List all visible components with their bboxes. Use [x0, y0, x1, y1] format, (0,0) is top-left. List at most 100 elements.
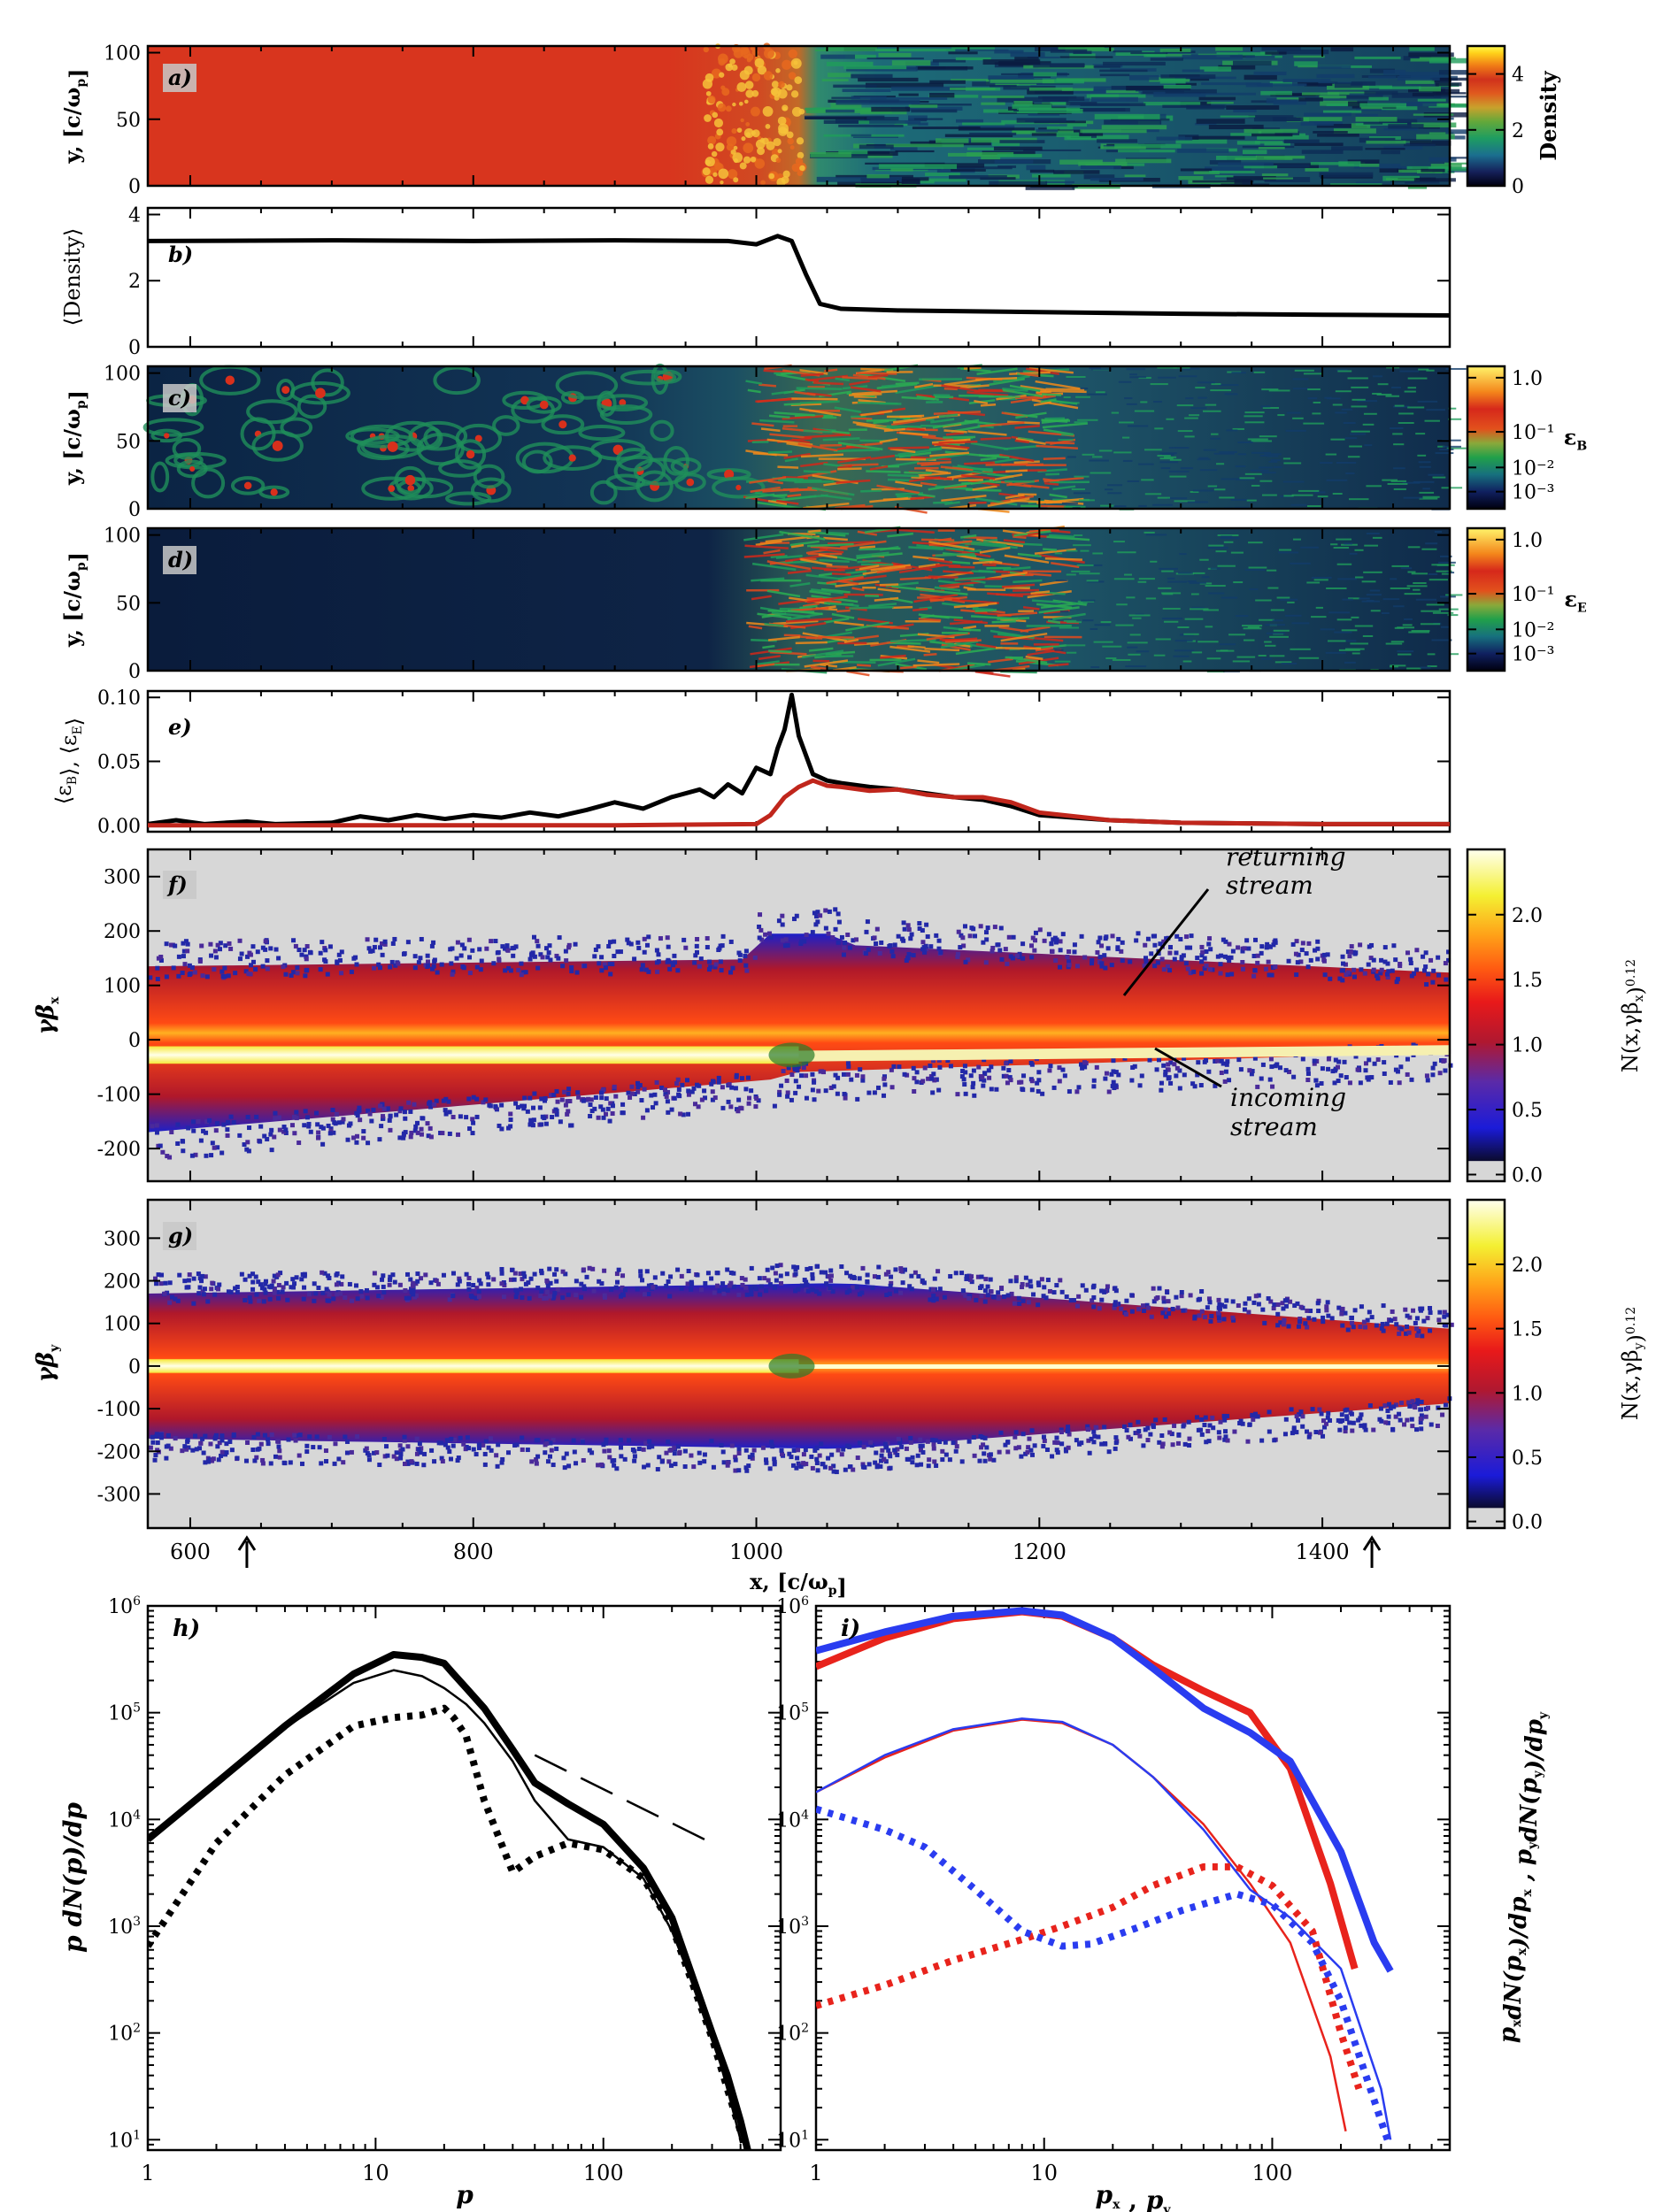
particle-speckle — [488, 1103, 493, 1109]
density-clump — [725, 105, 732, 112]
density-filament — [1029, 169, 1055, 173]
particle-speckle — [1075, 1303, 1081, 1309]
density-filament — [1012, 104, 1052, 109]
epsilon-wave — [1397, 650, 1414, 653]
particle-speckle — [743, 1285, 749, 1290]
particle-speckle — [268, 1132, 273, 1137]
particle-speckle — [877, 950, 882, 956]
particle-speckle — [199, 943, 204, 949]
particle-speckle — [793, 1079, 798, 1084]
particle-speckle — [1371, 967, 1376, 972]
epsilon-filament — [823, 568, 845, 572]
particle-speckle — [1081, 1064, 1086, 1070]
epsilon-filament — [791, 438, 811, 444]
particle-speckle — [979, 1294, 984, 1299]
particle-speckle — [985, 1284, 990, 1289]
particle-speckle — [1378, 1406, 1383, 1411]
particle-speckle — [413, 1124, 419, 1129]
particle-speckle — [955, 1092, 960, 1097]
particle-speckle — [1027, 1436, 1032, 1441]
particle-speckle — [679, 1273, 684, 1279]
particle-speckle — [730, 965, 735, 971]
particle-speckle — [477, 1445, 482, 1450]
density-filament — [1258, 147, 1285, 150]
particle-speckle — [728, 970, 734, 975]
particle-speckle — [1054, 1448, 1059, 1453]
particle-speckle — [316, 1130, 321, 1135]
density-filament — [824, 46, 878, 50]
epsilon-filament — [1004, 444, 1040, 450]
particle-speckle — [467, 1126, 473, 1132]
particle-speckle — [709, 1276, 714, 1281]
particle-speckle — [197, 1446, 203, 1451]
density-filament — [1257, 83, 1307, 87]
particle-speckle — [227, 941, 232, 946]
particle-speckle — [1113, 1302, 1118, 1307]
density-clump — [782, 170, 790, 178]
particle-speckle — [1198, 1083, 1204, 1088]
particle-speckle — [254, 1455, 259, 1460]
density-filament — [878, 52, 912, 58]
epsilon-wave — [1159, 457, 1174, 460]
particle-speckle — [1406, 1400, 1412, 1405]
particle-speckle — [1176, 1432, 1182, 1438]
density-clump — [765, 124, 771, 129]
particle-speckle — [355, 1434, 360, 1440]
epsilon-filament — [789, 540, 820, 547]
epsilon-filament — [808, 647, 834, 652]
epsilon-wave — [1063, 396, 1071, 399]
particle-speckle — [638, 1273, 643, 1279]
particle-speckle — [1410, 1399, 1415, 1404]
epsilon-filament — [1015, 411, 1047, 419]
epsilon-wave — [1098, 449, 1113, 452]
epsilon-wave — [1344, 437, 1358, 440]
particle-speckle — [801, 1065, 806, 1071]
particle-speckle — [896, 933, 901, 939]
particle-speckle — [1036, 1280, 1041, 1286]
particle-speckle — [378, 945, 383, 950]
epsilon-filament — [784, 457, 798, 463]
particle-speckle — [1361, 1319, 1367, 1325]
particle-speckle — [1443, 1068, 1448, 1073]
particle-speckle — [180, 1448, 185, 1454]
particle-speckle — [712, 964, 718, 970]
epsilon-filament — [751, 595, 772, 601]
density-clump — [791, 163, 800, 173]
particle-speckle — [540, 1114, 545, 1119]
particle-speckle — [1051, 1085, 1057, 1090]
particle-speckle — [1074, 1438, 1079, 1443]
particle-speckle — [911, 1065, 916, 1071]
particle-speckle — [1182, 1072, 1187, 1078]
epsilon-wave — [1407, 387, 1417, 389]
particle-speckle — [1332, 1068, 1337, 1073]
particle-speckle — [1420, 1306, 1425, 1311]
epsilon-wave — [1221, 478, 1242, 480]
density-filament — [1130, 51, 1168, 55]
epsilon-filament — [749, 476, 787, 484]
epsilon-filament — [1003, 566, 1031, 572]
epsilon-wave — [1090, 472, 1112, 474]
epsilon-wave — [1089, 459, 1109, 462]
particle-speckle — [646, 1292, 651, 1297]
epsilon-filament — [774, 411, 815, 417]
particle-speckle — [532, 934, 537, 940]
particle-speckle — [1352, 1308, 1358, 1313]
particle-speckle — [376, 962, 381, 967]
particle-speckle — [276, 1444, 281, 1449]
particle-speckle — [1190, 1081, 1196, 1087]
particle-speckle — [819, 1270, 824, 1275]
particle-speckle — [1414, 1427, 1420, 1432]
epsilon-filament — [826, 575, 864, 585]
particle-speckle — [204, 1153, 209, 1158]
epsilon-vortex — [526, 396, 562, 414]
epsilon-filament — [1051, 562, 1080, 569]
epsilon-wave — [1078, 499, 1095, 502]
particle-speckle — [1437, 1071, 1443, 1076]
particle-speckle — [1306, 1434, 1312, 1440]
particle-speckle — [262, 1133, 267, 1139]
particle-speckle — [1421, 954, 1426, 959]
density-filament — [1073, 50, 1092, 55]
epsilon-wave — [1145, 597, 1157, 600]
particle-speckle — [1152, 942, 1158, 948]
particle-speckle — [1390, 968, 1395, 973]
